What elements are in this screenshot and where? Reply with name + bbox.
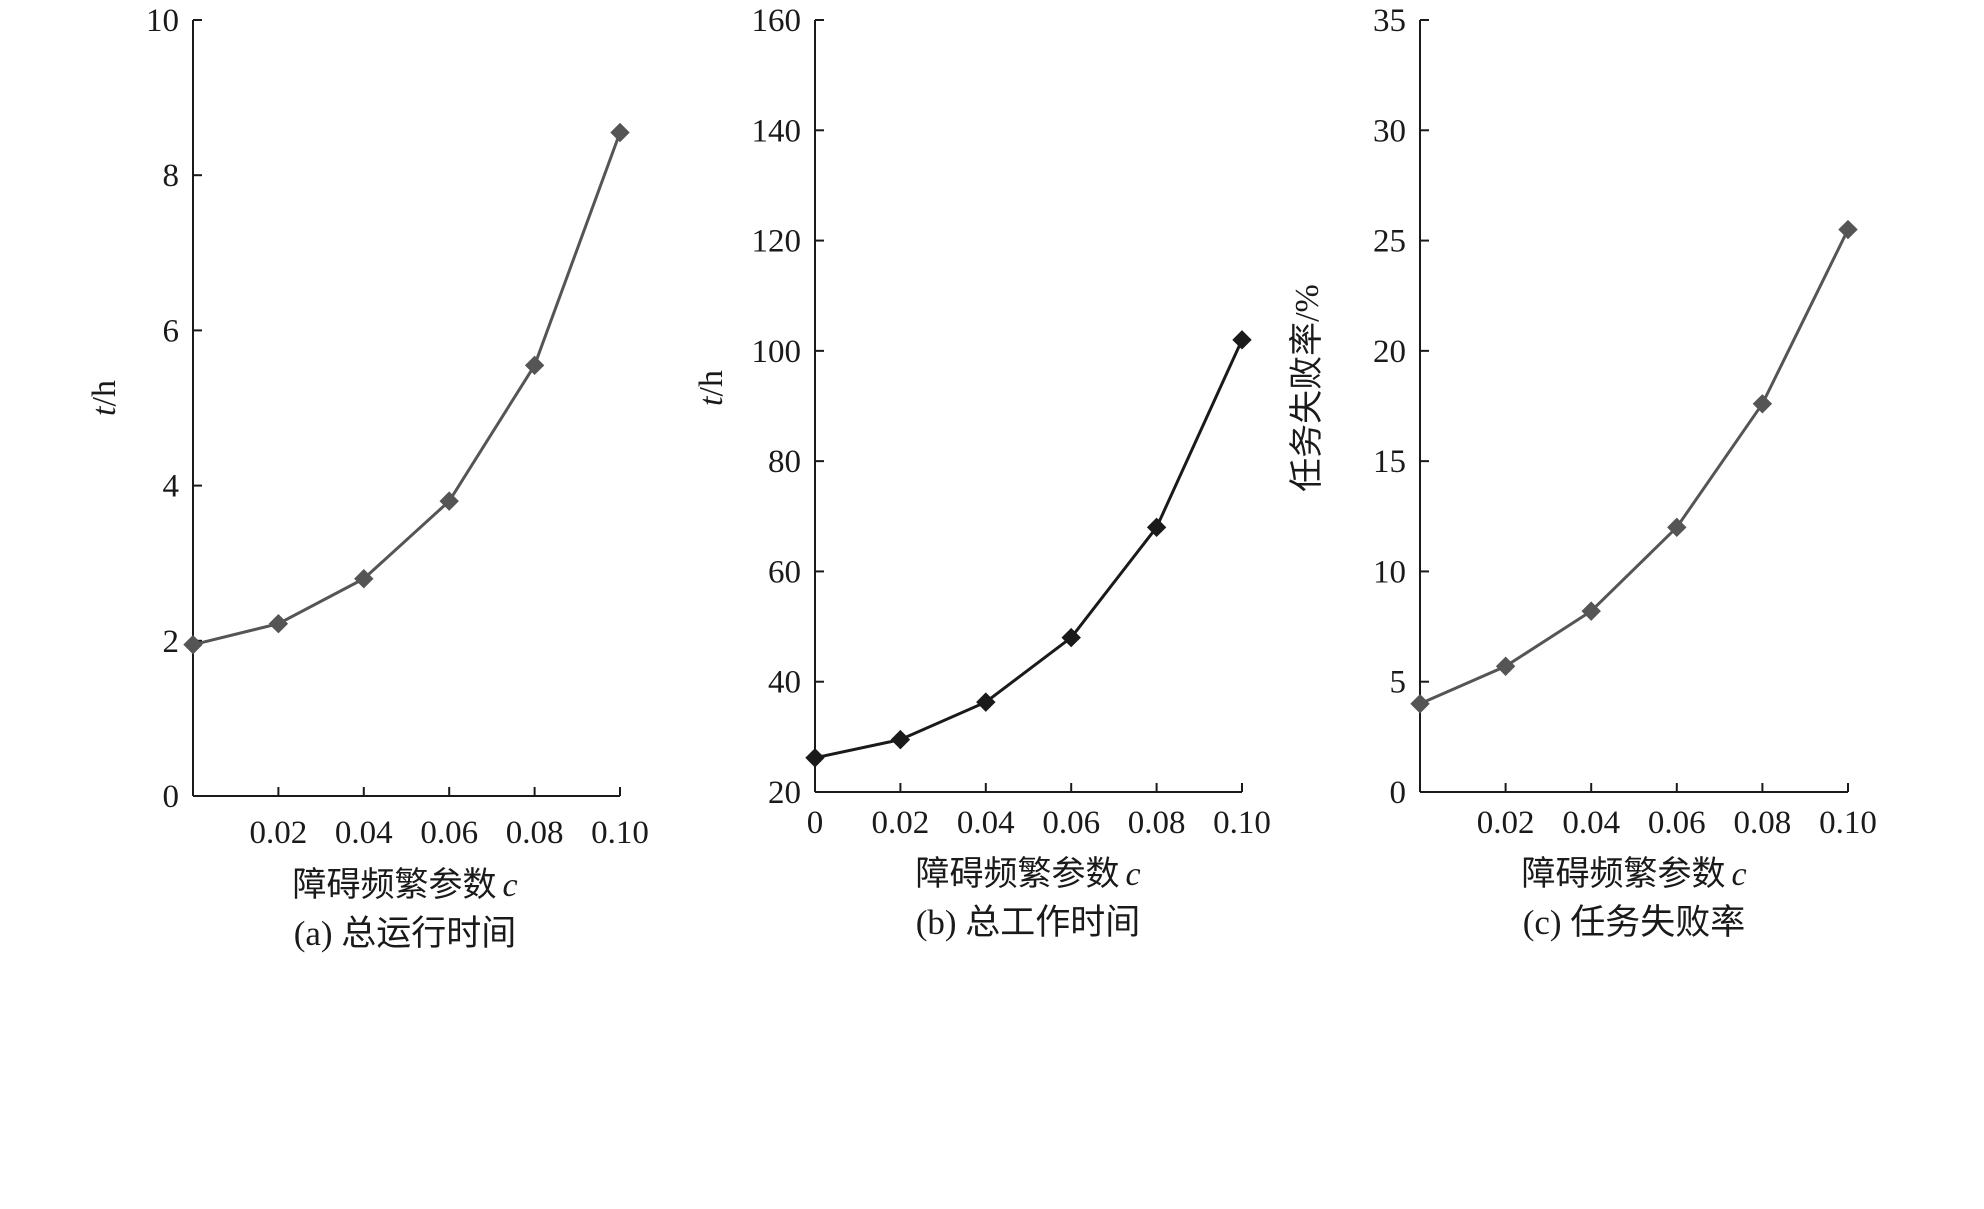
x-axis-label: 障碍频繁参数 c — [292, 866, 517, 904]
y-tick-label: 40 — [768, 665, 801, 701]
y-tick-label: 10 — [146, 3, 179, 39]
y-tick-label: 80 — [768, 444, 801, 480]
y-tick-label: 30 — [1373, 113, 1406, 149]
y-tick-label: 0 — [1390, 775, 1407, 811]
data-point-marker — [805, 748, 825, 768]
data-point-marker — [524, 355, 545, 376]
data-point-marker — [1581, 601, 1601, 621]
data-point-marker — [610, 122, 630, 143]
x-tick-label: 0.08 — [1128, 805, 1186, 841]
data-point-marker — [890, 729, 911, 750]
x-tick-label: 0.10 — [1213, 805, 1271, 841]
data-point-marker — [1410, 694, 1430, 714]
y-axis-unit: 任务失败率/% — [1288, 284, 1326, 492]
x-tick-label: 0.06 — [420, 815, 478, 851]
series-line — [192, 132, 622, 647]
x-tick-label: 0.10 — [591, 815, 649, 851]
y-axis-label: t/h — [693, 370, 730, 406]
y-tick-label: 60 — [768, 554, 801, 590]
x-axis-variable: c — [1731, 856, 1746, 893]
data-point-marker — [1061, 627, 1081, 648]
y-tick-label: 100 — [752, 334, 802, 370]
chart-caption: (b) 总工作时间 — [916, 903, 1141, 942]
y-axis-label: 任务失败率/% — [1288, 284, 1326, 492]
y-tick-label: 8 — [163, 158, 180, 194]
x-tick-label: 0.02 — [1477, 805, 1535, 841]
series-line — [1419, 228, 1850, 706]
y-tick-label: 20 — [768, 775, 801, 811]
chart-caption: (c) 任务失败率 — [1523, 903, 1746, 942]
data-point-marker — [1838, 219, 1858, 240]
x-axis-variable: c — [1125, 856, 1140, 893]
data-point-marker — [1752, 394, 1773, 414]
y-tick-label: 20 — [1373, 334, 1406, 370]
y-tick-label: 5 — [1390, 665, 1407, 701]
data-point-marker — [183, 634, 203, 655]
y-tick-label: 120 — [752, 224, 802, 260]
x-tick-label: 0.04 — [1562, 805, 1620, 841]
data-point-marker — [976, 692, 996, 712]
y-tick-label: 0 — [163, 779, 180, 815]
data-point-marker — [1232, 330, 1252, 350]
chart-panel-0: 0 2 4 6 8 10 0.02 0.04 0.06 0.08 0.10 障碍频繁参数 c t/h (a)… — [86, 3, 649, 953]
x-tick-label: 0.08 — [1734, 805, 1792, 841]
x-tick-label: 0.02 — [250, 815, 308, 851]
chart-caption: (a) 总运行时间 — [294, 914, 517, 953]
y-tick-label: 15 — [1373, 444, 1406, 480]
y-axis-label: t/h — [86, 380, 123, 416]
y-axis-unit: /h — [693, 370, 730, 396]
chart-panel-1: 20 40 60 80 100 120 140 160 0 0.02 0.04 0.06 0.08 0.1… — [693, 3, 1271, 942]
y-tick-label: 10 — [1373, 554, 1406, 590]
x-tick-label: 0 — [807, 805, 824, 841]
y-tick-label: 140 — [752, 113, 802, 149]
x-tick-label: 0.02 — [872, 805, 930, 841]
x-tick-label: 0.06 — [1042, 805, 1100, 841]
y-tick-label: 4 — [163, 469, 180, 505]
x-axis-label: 障碍频繁参数 c — [1521, 855, 1746, 893]
x-tick-label: 0.10 — [1819, 805, 1877, 841]
data-point-marker — [354, 569, 374, 589]
y-tick-label: 6 — [163, 313, 180, 349]
chart-panel-2: 0 5 10 15 20 25 30 35 0.02 0.04 0.06 0.08 0.10 障碍频繁参数… — [1288, 3, 1877, 942]
x-axis-label-text: 障碍频繁参数 — [915, 855, 1119, 893]
x-axis-label-text: 障碍频繁参数 — [1521, 855, 1725, 893]
y-axis-variable: t — [693, 395, 730, 406]
x-tick-label: 0.08 — [506, 815, 564, 851]
data-point-marker — [1146, 517, 1167, 538]
y-tick-label: 160 — [752, 3, 802, 39]
y-axis-unit: /h — [86, 380, 123, 406]
series-line — [814, 339, 1244, 760]
x-tick-label: 0.06 — [1648, 805, 1706, 841]
y-axis-variable: t — [86, 405, 123, 416]
data-point-marker — [268, 614, 289, 634]
data-point-marker — [1495, 656, 1516, 676]
x-axis-label-text: 障碍频繁参数 — [292, 866, 496, 904]
data-point-marker — [1667, 517, 1687, 538]
x-tick-label: 0.04 — [957, 805, 1015, 841]
y-tick-label: 2 — [163, 624, 180, 660]
x-axis-label: 障碍频繁参数 c — [915, 855, 1140, 893]
y-tick-label: 25 — [1373, 224, 1406, 260]
x-tick-label: 0.04 — [335, 815, 393, 851]
data-point-marker — [439, 491, 459, 511]
x-axis-variable: c — [502, 867, 517, 904]
y-tick-label: 35 — [1373, 3, 1406, 39]
